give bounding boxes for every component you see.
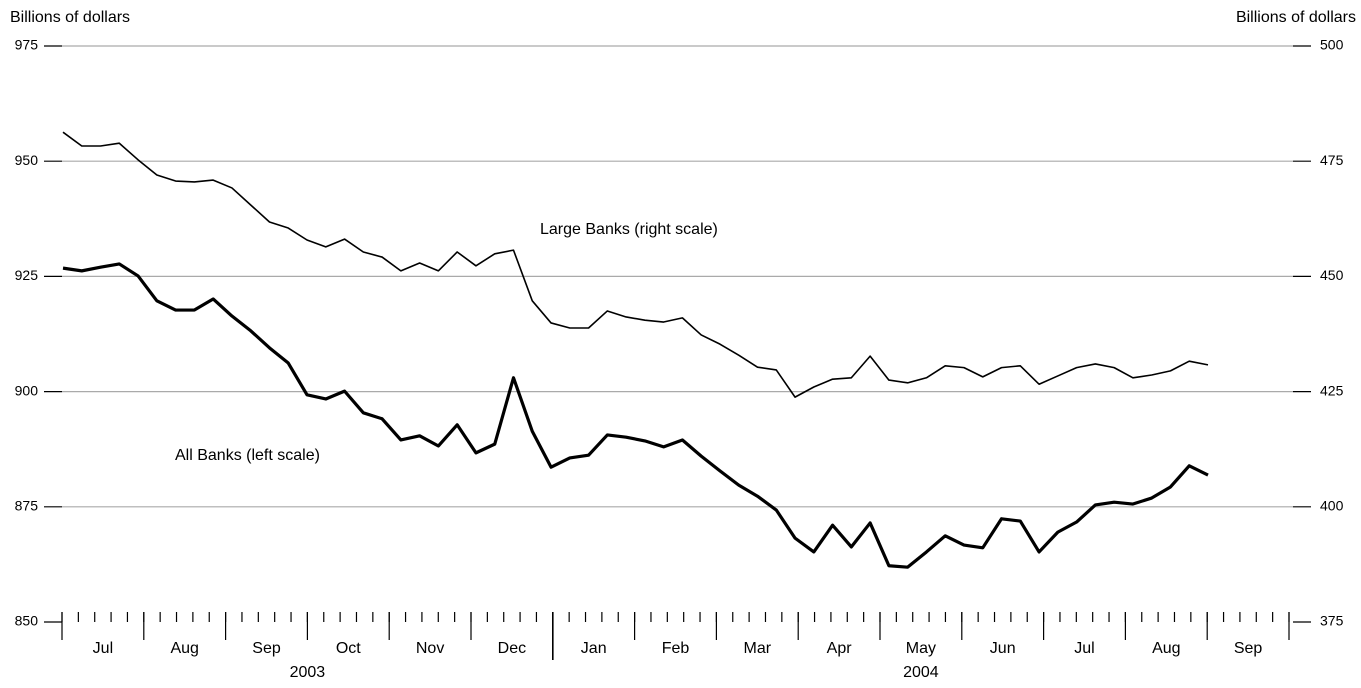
y2-tick-label: 425 (1320, 382, 1344, 398)
y-tick-label: 950 (15, 152, 39, 168)
x-tick-label: Jan (581, 640, 607, 657)
x-tick-label: Feb (662, 640, 690, 657)
y-tick-label: 875 (15, 498, 39, 514)
y-tick-label: 850 (15, 613, 39, 629)
y2-tick-label: 375 (1320, 613, 1344, 629)
y2-tick-label: 475 (1320, 152, 1344, 168)
year-label: 2003 (290, 664, 326, 681)
x-tick-label: Aug (170, 640, 198, 657)
x-tick-label: Mar (744, 640, 772, 657)
x-tick-label: Dec (498, 640, 526, 657)
series-annotation: All Banks (left scale) (175, 447, 320, 464)
x-tick-label: Nov (416, 640, 444, 657)
x-tick-label: Apr (827, 640, 853, 657)
x-tick-label: Jul (1074, 640, 1094, 657)
x-tick-label: Oct (336, 640, 361, 657)
x-tick-label: Aug (1152, 640, 1180, 657)
y2-tick-label: 450 (1320, 267, 1344, 283)
series-annotation: Large Banks (right scale) (540, 221, 718, 238)
y-axis-label: Billions of dollars (10, 9, 130, 26)
series-line (62, 262, 1209, 569)
x-tick-label: Jul (93, 640, 113, 657)
x-tick-label: Sep (1234, 640, 1263, 657)
y-tick-label: 975 (15, 37, 39, 53)
x-tick-label: May (906, 640, 936, 657)
y2-axis-label: Billions of dollars (1236, 9, 1356, 26)
y2-tick-label: 400 (1320, 498, 1344, 514)
x-tick-label: Sep (252, 640, 281, 657)
y2-tick-label: 500 (1320, 37, 1344, 53)
y-tick-label: 900 (15, 382, 39, 398)
year-label: 2004 (903, 664, 939, 681)
y-tick-label: 925 (15, 267, 39, 283)
x-tick-label: Jun (990, 640, 1016, 657)
series-line (62, 131, 1209, 398)
